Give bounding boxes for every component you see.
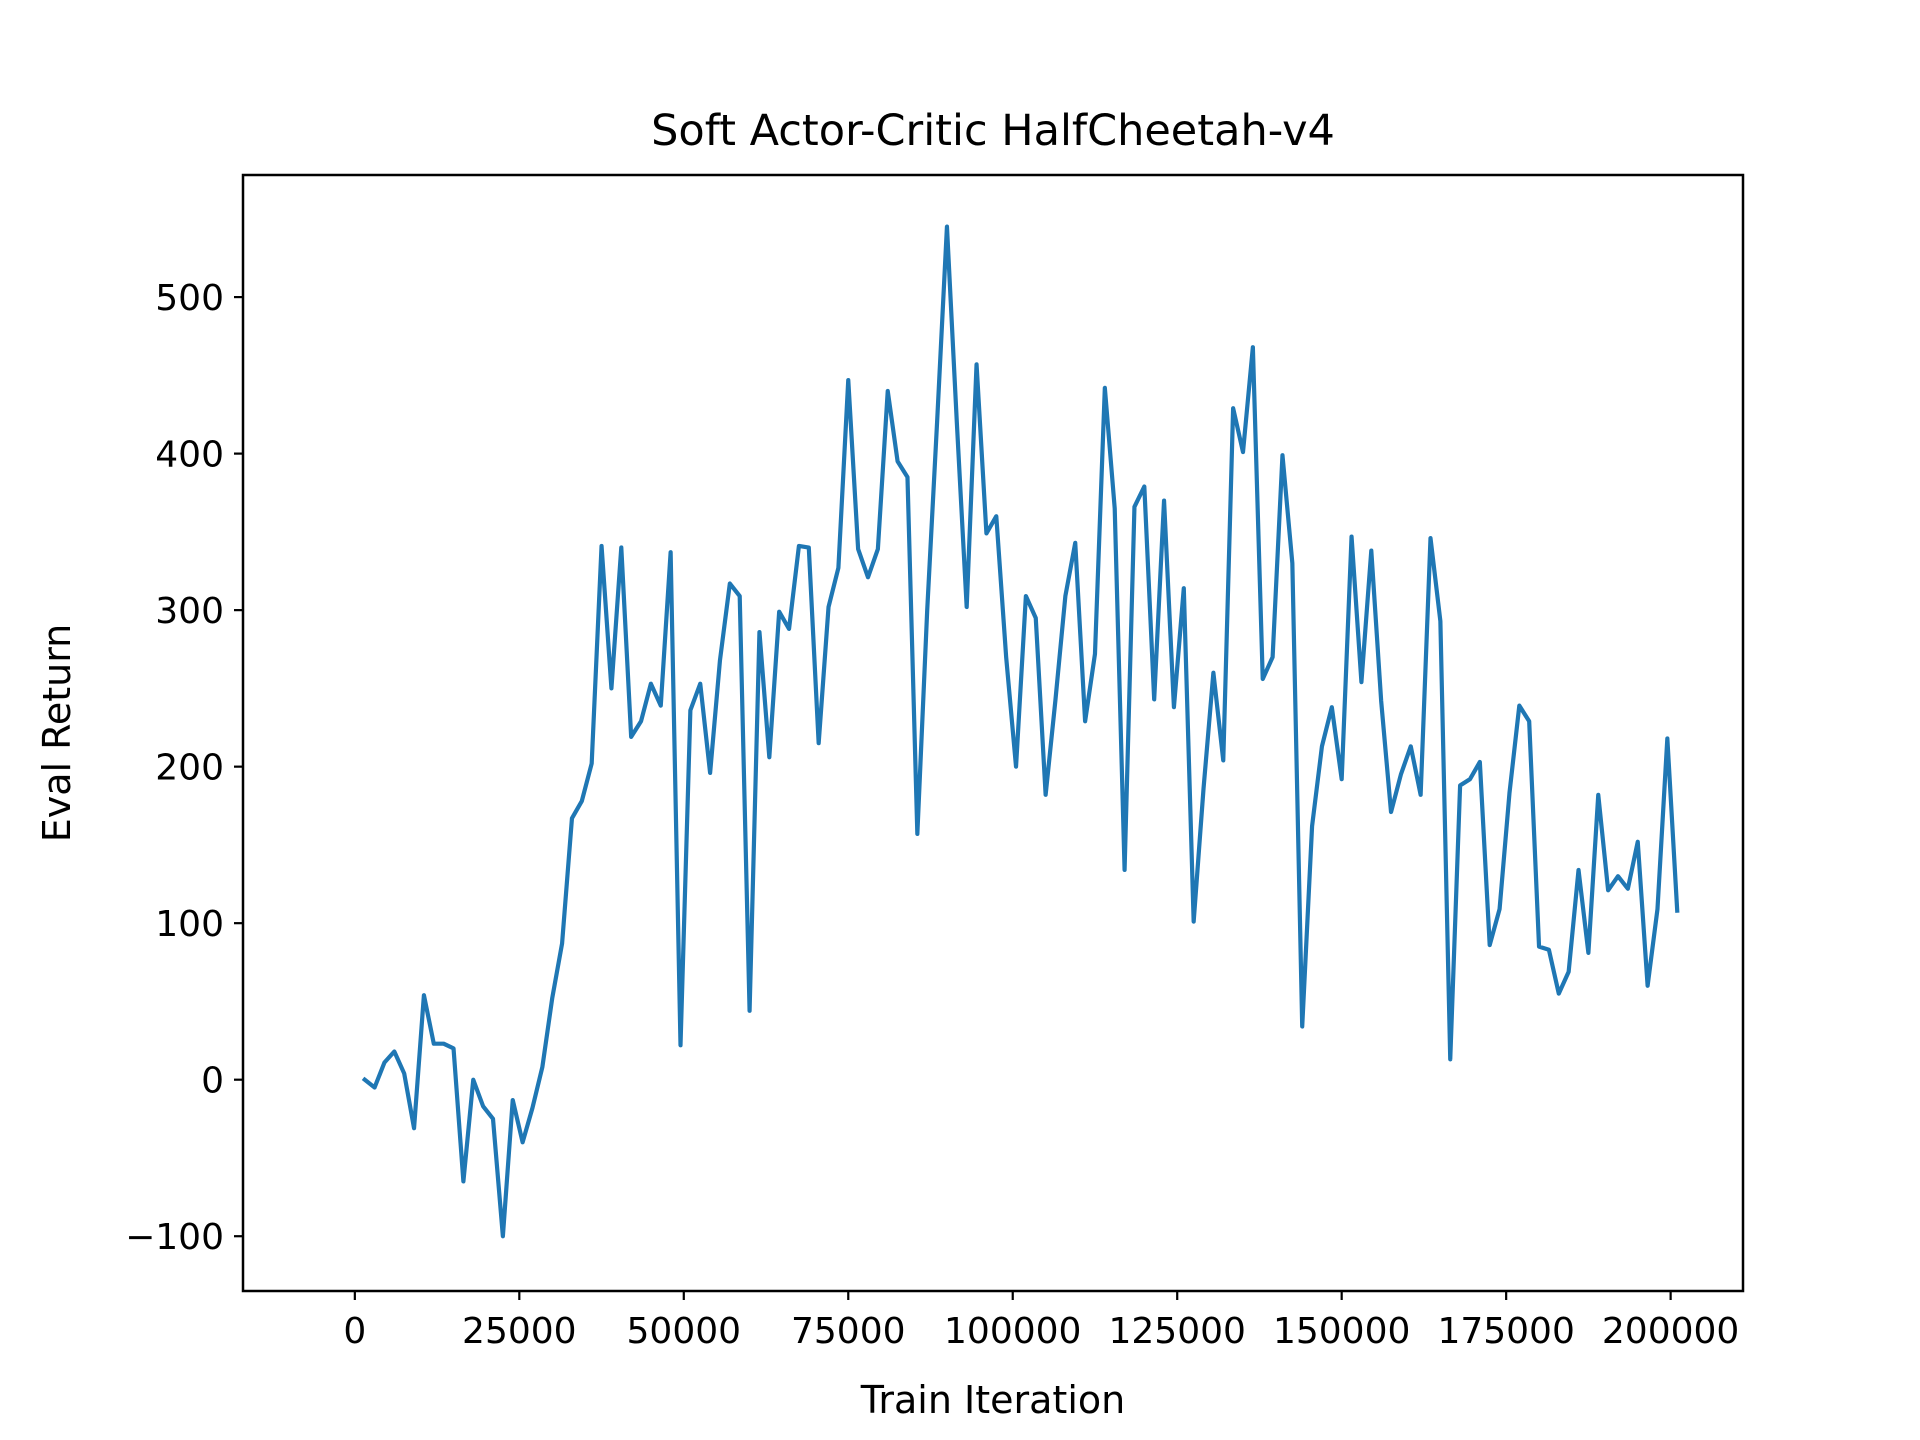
- x-tick-label: 100000: [944, 1311, 1081, 1352]
- y-tick-label: 200: [155, 748, 224, 789]
- y-tick-label: −100: [125, 1217, 224, 1258]
- y-tick-label: 500: [155, 278, 224, 319]
- y-tick-label: 300: [155, 591, 224, 632]
- y-axis: −100 0 100 200 300 400 500: [125, 278, 243, 1258]
- plot-frame: [241, 173, 1745, 1293]
- x-axis-label: Train Iteration: [860, 1378, 1125, 1422]
- x-tick-label: 125000: [1108, 1311, 1245, 1352]
- x-tick-label: 25000: [462, 1311, 577, 1352]
- y-tick-label: 400: [155, 435, 224, 476]
- x-tick-label: 75000: [791, 1311, 906, 1352]
- series-line: [361, 224, 1680, 1239]
- x-tick-label: 175000: [1437, 1311, 1574, 1352]
- x-tick-label: 50000: [627, 1311, 742, 1352]
- chart-title: Soft Actor-Critic HalfCheetah-v4: [651, 106, 1335, 156]
- y-tick-label: 0: [201, 1061, 224, 1102]
- x-tick-label: 150000: [1273, 1311, 1410, 1352]
- y-tick-label: 100: [155, 904, 224, 945]
- plot-area: [361, 224, 1680, 1239]
- x-tick-label: 0: [343, 1311, 366, 1352]
- x-tick-label: 200000: [1602, 1311, 1739, 1352]
- y-axis-label: Eval Return: [35, 624, 79, 843]
- x-axis: 0 25000 50000 75000 100000 125000 150000 175000…: [343, 1291, 1739, 1352]
